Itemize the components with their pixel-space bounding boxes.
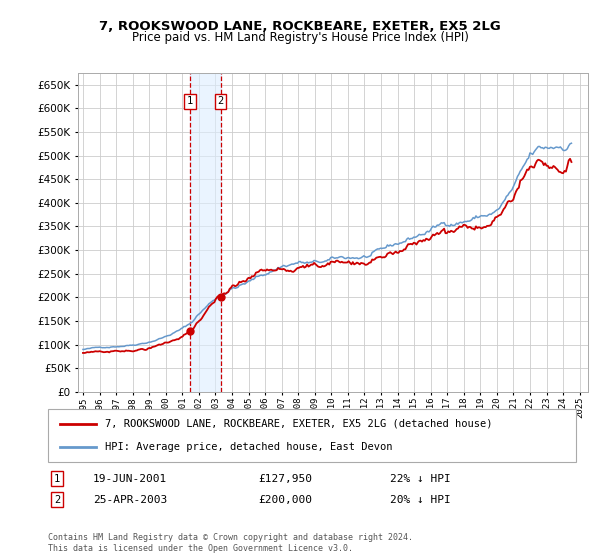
Text: Contains HM Land Registry data © Crown copyright and database right 2024.
This d: Contains HM Land Registry data © Crown c… xyxy=(48,533,413,553)
Text: 1: 1 xyxy=(187,96,193,106)
Text: 1: 1 xyxy=(54,474,60,484)
Text: 2: 2 xyxy=(54,494,60,505)
Text: 22% ↓ HPI: 22% ↓ HPI xyxy=(390,474,451,484)
Text: 7, ROOKSWOOD LANE, ROCKBEARE, EXETER, EX5 2LG: 7, ROOKSWOOD LANE, ROCKBEARE, EXETER, EX… xyxy=(99,20,501,32)
Text: £127,950: £127,950 xyxy=(258,474,312,484)
Text: 25-APR-2003: 25-APR-2003 xyxy=(93,494,167,505)
Text: £200,000: £200,000 xyxy=(258,494,312,505)
Text: 7, ROOKSWOOD LANE, ROCKBEARE, EXETER, EX5 2LG (detached house): 7, ROOKSWOOD LANE, ROCKBEARE, EXETER, EX… xyxy=(105,419,493,429)
Text: 20% ↓ HPI: 20% ↓ HPI xyxy=(390,494,451,505)
Bar xyxy=(190,73,221,392)
Text: 2: 2 xyxy=(218,96,224,106)
Text: HPI: Average price, detached house, East Devon: HPI: Average price, detached house, East… xyxy=(105,442,392,452)
Text: 19-JUN-2001: 19-JUN-2001 xyxy=(93,474,167,484)
Text: Price paid vs. HM Land Registry's House Price Index (HPI): Price paid vs. HM Land Registry's House … xyxy=(131,31,469,44)
